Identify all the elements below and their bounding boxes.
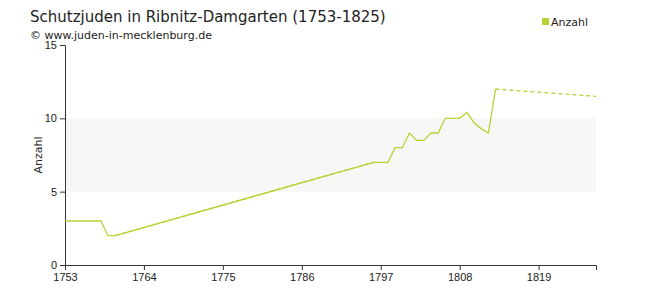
x-tick-label: 1808 — [448, 271, 472, 283]
x-tick-mark — [223, 265, 224, 270]
x-tick: 1808 — [448, 265, 472, 283]
y-tick: 5 — [51, 186, 65, 198]
x-tick: 1797 — [369, 265, 393, 283]
x-tick: 1786 — [290, 265, 314, 283]
chart: Schutzjuden in Ribnitz-Damgarten (1753-1… — [0, 0, 650, 300]
y-axis-title: Anzahl — [32, 136, 45, 173]
x-tick: 1753 — [53, 265, 77, 283]
y-axis-line — [60, 46, 66, 266]
y-axis: 0 5 10 15 — [45, 39, 66, 271]
series-line — [65, 89, 496, 236]
series-line — [115, 89, 596, 236]
x-axis: 1753 1764 1775 1786 1797 1808 1819 — [53, 265, 596, 283]
grid-band — [65, 118, 596, 191]
x-tick-label: 1764 — [132, 271, 156, 283]
plot-area — [65, 89, 596, 236]
x-tick: 1764 — [132, 265, 156, 283]
y-tick-label: 0 — [51, 259, 57, 271]
y-tick-mark — [60, 118, 65, 119]
x-tick: 1819 — [527, 265, 551, 283]
x-tick-label: 1819 — [527, 271, 551, 283]
y-tick-label: 10 — [45, 112, 57, 124]
x-tick: 1775 — [211, 265, 235, 283]
legend-label: Anzahl — [551, 16, 588, 29]
x-tick-mark — [302, 265, 303, 270]
y-tick: 15 — [45, 39, 65, 51]
legend-swatch — [542, 18, 549, 25]
x-tick-mark — [144, 265, 145, 270]
x-tick-mark — [460, 265, 461, 270]
title: Schutzjuden in Ribnitz-Damgarten (1753-1… — [30, 8, 386, 26]
x-tick-label: 1775 — [211, 271, 235, 283]
x-tick-label: 1753 — [53, 271, 77, 283]
grid-bands — [65, 118, 596, 191]
y-tick-label: 15 — [45, 39, 57, 51]
x-tick-label: 1797 — [369, 271, 393, 283]
y-tick-mark — [60, 45, 65, 46]
y-tick-mark — [60, 265, 65, 266]
x-tick-label: 1786 — [290, 271, 314, 283]
y-tick-mark — [60, 192, 65, 193]
y-tick: 0 — [51, 259, 65, 271]
subtitle: © www.juden-in-mecklenburg.de — [30, 29, 212, 42]
x-axis-line — [66, 266, 597, 271]
x-tick-mark — [539, 265, 540, 270]
y-tick-label: 5 — [51, 186, 57, 198]
x-tick-mark — [381, 265, 382, 270]
x-tick-mark — [65, 265, 66, 270]
legend: Anzahl — [542, 16, 588, 29]
y-tick: 10 — [45, 112, 65, 124]
